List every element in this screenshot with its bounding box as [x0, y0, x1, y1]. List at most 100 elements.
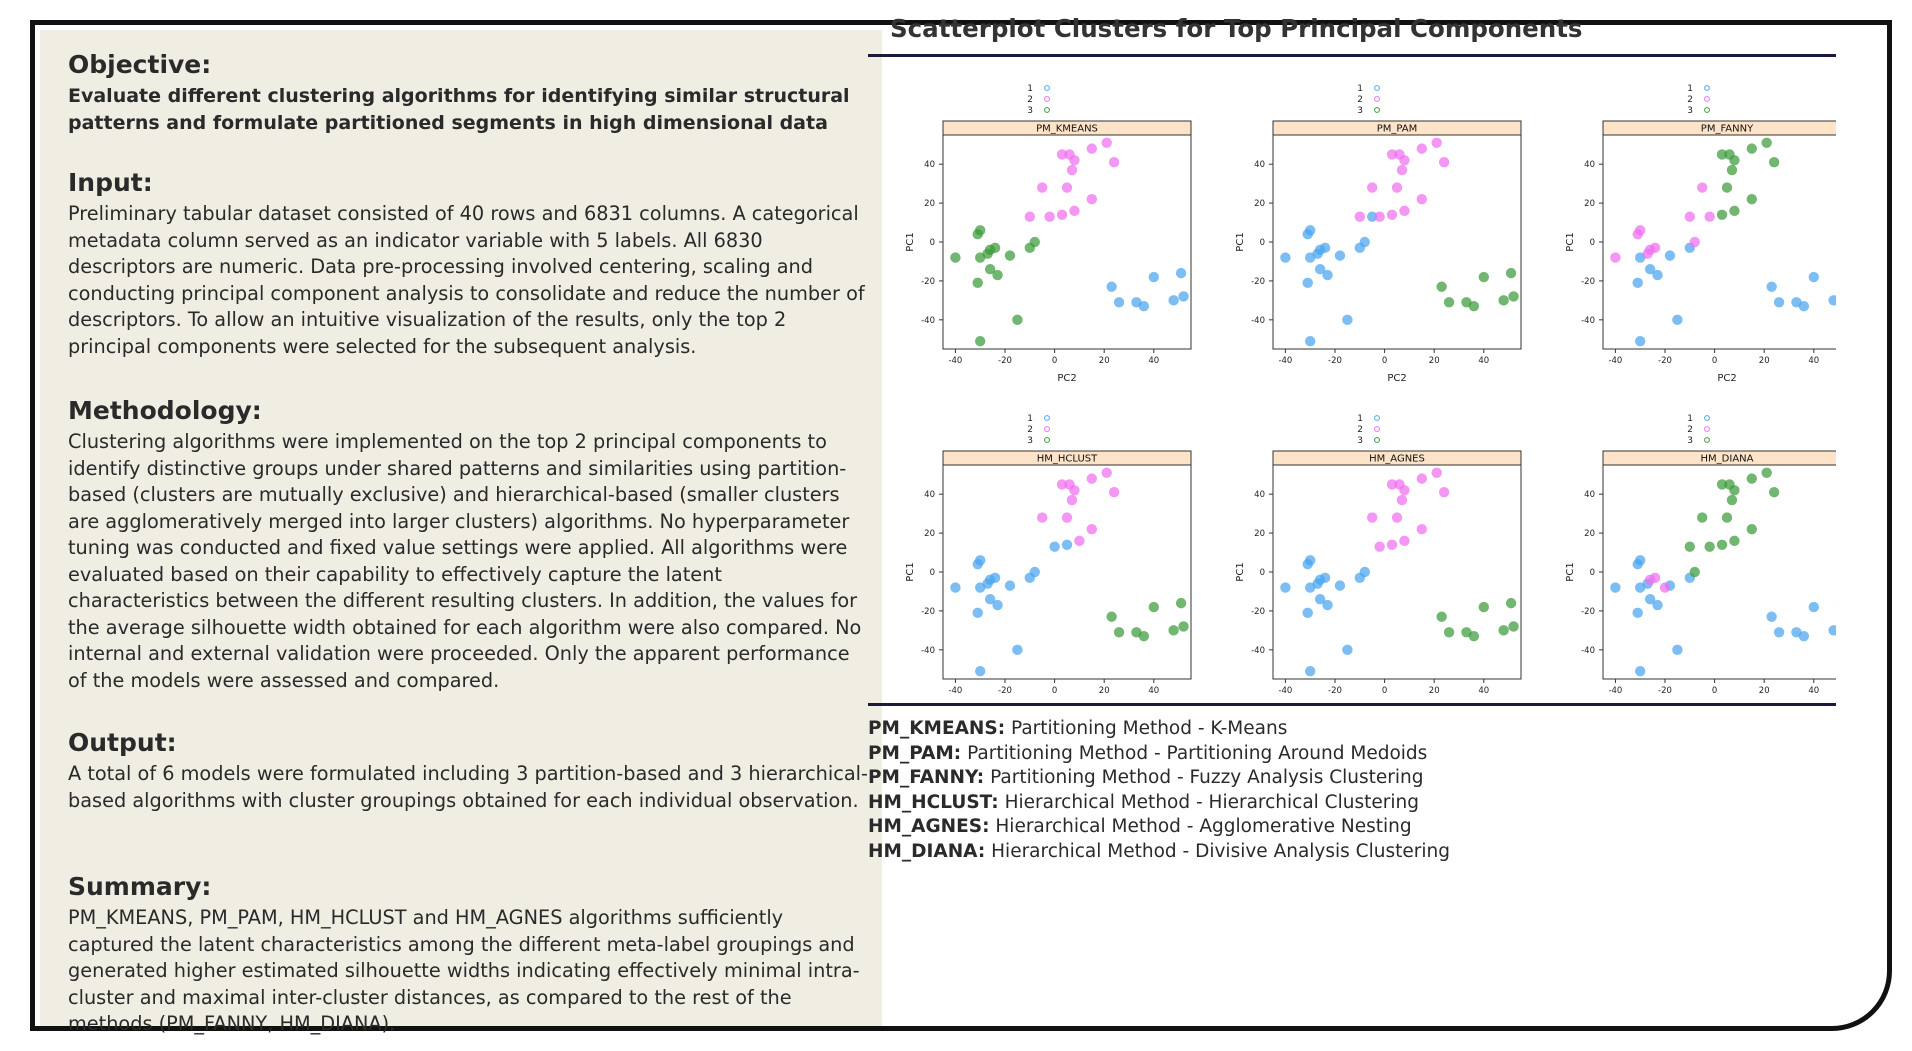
data-point: [1729, 205, 1740, 217]
data-point: [1359, 566, 1370, 578]
data-point: [1416, 473, 1427, 484]
data-point: [1086, 194, 1097, 205]
panel-title: PM_KMEANS: [1036, 124, 1098, 135]
y-tick-label: -20: [921, 277, 935, 287]
x-tick-label: -40: [948, 356, 962, 366]
data-point: [1334, 580, 1346, 591]
data-point: [1431, 137, 1442, 148]
objective-heading: Objective:: [68, 50, 212, 79]
abbreviation-definitions: PM_KMEANS: Partitioning Method - K-Means…: [868, 717, 1450, 864]
data-point: [1175, 267, 1187, 279]
data-point: [1061, 182, 1073, 193]
data-point: [1069, 485, 1080, 496]
legend-label: 1: [1027, 84, 1033, 94]
data-point: [1766, 281, 1777, 292]
x-tick-label: 20: [1429, 356, 1440, 366]
plot-frame: [942, 464, 1192, 680]
data-point: [1280, 252, 1291, 263]
data-point: [1367, 211, 1378, 222]
data-point: [1505, 267, 1517, 279]
data-point: [1101, 137, 1112, 148]
legend-marker: [1374, 96, 1380, 102]
data-point: [1644, 594, 1656, 605]
input-heading: Input:: [68, 168, 153, 197]
data-point: [1443, 627, 1455, 638]
x-tick-label: -20: [1658, 356, 1672, 366]
y-tick-label: 0: [930, 238, 935, 248]
y-tick-label: -20: [921, 607, 935, 617]
definition-row: PM_FANNY: Partitioning Method - Fuzzy An…: [868, 766, 1450, 791]
y-axis-label: PC1: [1235, 562, 1246, 581]
data-point: [1314, 264, 1326, 275]
legend-marker: [1704, 85, 1710, 91]
y-tick-label: -20: [1251, 277, 1265, 287]
x-tick-label: -40: [1608, 686, 1622, 696]
x-tick-label: 20: [1759, 356, 1770, 366]
data-point: [1808, 271, 1819, 283]
data-point: [1374, 211, 1385, 222]
data-point: [1178, 291, 1189, 302]
data-point: [1086, 143, 1097, 154]
data-point: [1302, 607, 1313, 619]
legend-marker: [1044, 96, 1050, 102]
data-point: [1652, 269, 1663, 281]
panel-title: PM_PAM: [1377, 124, 1418, 135]
data-point: [1508, 291, 1519, 302]
data-point: [1148, 271, 1159, 283]
description-panel: Objective: Evaluate different clustering…: [40, 30, 882, 1035]
data-point: [1798, 301, 1810, 312]
data-point: [1721, 182, 1733, 193]
title-rule: [868, 54, 1836, 57]
data-point: [992, 599, 1003, 611]
scatter-panel: 123 PM_PAM -40 -20 0 20 40 -40 -20 0 20 40 PC2 PC1: [1235, 84, 1522, 384]
legend-marker: [1044, 437, 1050, 443]
data-point: [1024, 211, 1035, 222]
data-point: [984, 594, 996, 605]
data-point: [1729, 485, 1740, 496]
definition-abbr: PM_PAM:: [868, 742, 962, 764]
data-point: [1716, 149, 1728, 160]
x-tick-label: -20: [998, 356, 1012, 366]
data-point: [1049, 541, 1060, 552]
data-point: [1468, 301, 1480, 312]
legend-marker: [1704, 426, 1710, 432]
plot-frame: [1272, 134, 1522, 350]
data-point: [1396, 164, 1408, 176]
definition-row: HM_HCLUST: Hierarchical Method - Hierarc…: [868, 791, 1450, 816]
data-point: [1168, 625, 1179, 636]
y-tick-label: 0: [1260, 568, 1265, 578]
data-point: [1113, 627, 1125, 638]
data-point: [1697, 512, 1708, 523]
charts-title: Scatterplot Clusters for Top Principal C…: [890, 14, 1583, 43]
data-point: [1644, 264, 1656, 275]
x-tick-label: 40: [1148, 356, 1159, 366]
x-tick-label: -40: [1608, 356, 1622, 366]
y-axis-label: PC1: [905, 232, 916, 251]
data-point: [1828, 625, 1836, 636]
x-tick-label: 20: [1759, 686, 1770, 696]
data-point: [1319, 242, 1331, 254]
data-point: [1342, 314, 1353, 326]
objective-text: Evaluate different clustering algorithms…: [68, 85, 850, 134]
data-point: [1138, 301, 1150, 312]
data-point: [1305, 225, 1316, 236]
data-point: [1610, 582, 1621, 593]
y-axis-label: PC1: [1235, 232, 1246, 251]
y-tick-label: -40: [1581, 646, 1595, 656]
x-tick-label: 40: [1808, 356, 1819, 366]
data-point: [1086, 473, 1097, 484]
data-point: [1664, 250, 1676, 261]
input-section: Input: Preliminary tabular dataset consi…: [68, 168, 868, 360]
data-point: [1498, 295, 1509, 306]
panel-title: PM_FANNY: [1701, 124, 1754, 135]
data-point: [1773, 297, 1785, 308]
x-tick-label: 40: [1148, 686, 1159, 696]
data-point: [1106, 611, 1117, 622]
data-point: [1367, 512, 1378, 523]
data-point: [1684, 541, 1695, 552]
data-point: [1101, 467, 1112, 478]
